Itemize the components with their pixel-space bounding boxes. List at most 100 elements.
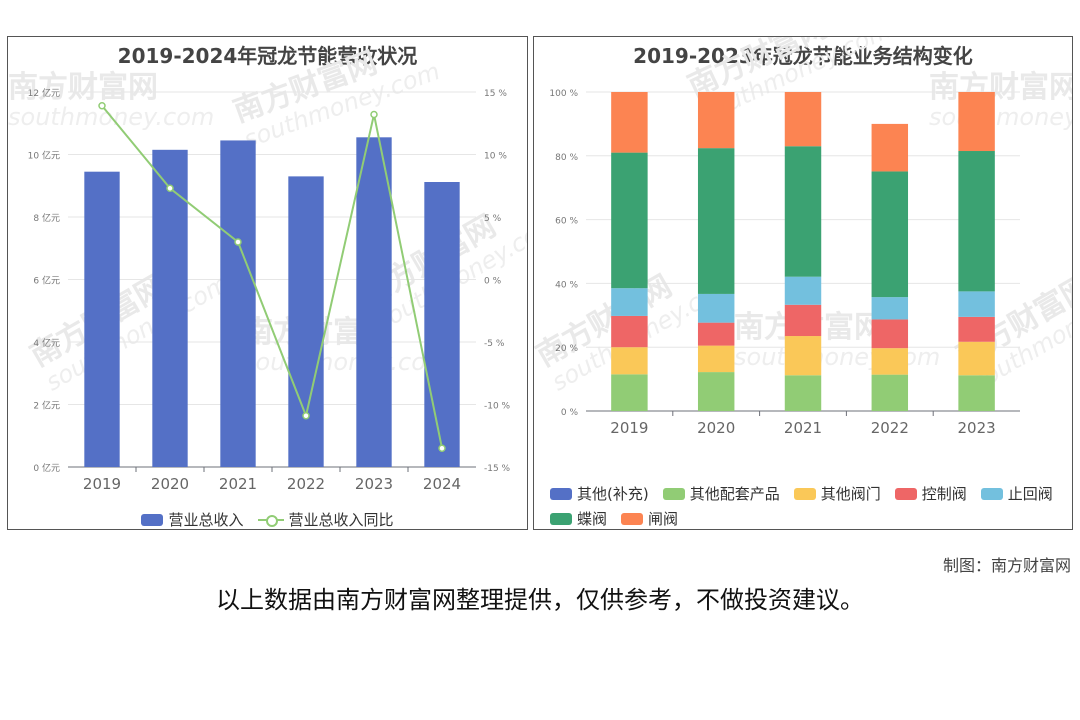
y2-tick-label: 5 % <box>484 214 502 224</box>
watermark-text: 南方财富网 <box>929 70 1072 105</box>
stacked-bar-segment <box>611 288 648 316</box>
business-structure-chart-title: 2019-2023年冠龙节能业务结构变化 <box>633 44 973 68</box>
revenue-chart-title: 2019-2024年冠龙节能营收状况 <box>117 44 418 68</box>
stacked-bar-segment <box>784 276 822 305</box>
y-tick-label: 0 % <box>561 408 579 418</box>
y-tick-label: 6 亿元 <box>33 275 60 287</box>
disclaimer-text: 以上数据由南方财富网整理提供，仅供参考，不做投资建议。 <box>216 586 864 614</box>
legend-label: 控制阀 <box>921 485 967 503</box>
stacked-bar-segment <box>784 92 822 147</box>
x-tick-label: 2020 <box>697 419 735 437</box>
x-tick-label: 2023 <box>958 419 996 437</box>
yoy-growth-point <box>438 444 446 452</box>
legend-item[interactable]: 其他配套产品 <box>662 483 780 504</box>
legend-label: 闸阀 <box>648 510 679 528</box>
business-structure-chart-svg: 南方财富网southmoney.com南方财富网southmoney.com南方… <box>534 37 1072 437</box>
stacked-bar-segment <box>871 374 909 411</box>
x-tick-label: 2024 <box>423 475 461 493</box>
legend-item[interactable]: 营业总收入同比 <box>257 509 394 530</box>
revenue-bar <box>84 171 120 467</box>
x-tick-label: 2019 <box>83 475 121 493</box>
watermark-text: 南方财富网 <box>8 70 158 105</box>
y2-tick-label: 10 % <box>484 152 507 162</box>
legend-swatch <box>257 513 284 527</box>
chart-credit: 制图：南方财富网 <box>942 556 1071 575</box>
revenue-bar <box>220 140 256 467</box>
y-tick-label: 100 % <box>549 89 578 99</box>
stacked-bar-segment <box>871 319 909 349</box>
yoy-growth-line <box>101 105 443 449</box>
y2-tick-label: -15 % <box>484 464 511 474</box>
stacked-bar-segment <box>871 123 909 172</box>
legend-item[interactable]: 闸阀 <box>621 508 678 529</box>
legend-label: 蝶阀 <box>577 510 608 528</box>
legend-item[interactable]: 营业总收入 <box>141 509 244 530</box>
legend-item[interactable]: 止回阀 <box>980 483 1053 504</box>
stacked-bar-segment <box>697 293 735 323</box>
stacked-bar-segment <box>697 148 735 294</box>
stacked-bar-segment <box>697 345 735 373</box>
revenue-bar <box>152 149 188 467</box>
y2-tick-label: -5 % <box>484 339 505 349</box>
legend-label: 营业总收入同比 <box>288 511 394 529</box>
x-tick-label: 2020 <box>151 475 189 493</box>
stacked-bar-segment <box>784 304 822 337</box>
y-tick-label: 8 亿元 <box>33 212 60 224</box>
y-tick-label: 80 % <box>555 153 578 163</box>
revenue-bar <box>288 176 324 467</box>
legend-swatch <box>894 487 917 500</box>
stacked-bar-segment <box>697 322 735 346</box>
business-structure-chart-panel: 2019-2023年冠龙节能业务结构变化 南方财富网 southmoney.com… <box>533 36 1073 530</box>
stacked-bar-segment <box>958 291 995 317</box>
stacked-bar-segment <box>871 348 909 375</box>
legend-swatch <box>550 512 572 525</box>
watermark-subtext: southmoney.com <box>929 103 1072 131</box>
legend-item[interactable]: 其他(补充) <box>550 483 649 504</box>
stacked-bar-segment <box>611 92 648 153</box>
y2-tick-label: -10 % <box>484 402 511 412</box>
legend-label: 其他(补充) <box>577 485 649 503</box>
stacked-bar-segment <box>611 374 648 411</box>
legend-item[interactable]: 其他阀门 <box>793 483 881 504</box>
revenue-bar <box>424 182 460 467</box>
stacked-bar-segment <box>784 146 822 277</box>
y-tick-label: 60 % <box>555 217 578 227</box>
legend-label: 营业总收入 <box>168 511 244 529</box>
legend-swatch <box>662 487 685 500</box>
y-tick-label: 40 % <box>555 280 578 290</box>
stacked-bar-segment <box>871 171 909 298</box>
stacked-bar-segment <box>958 375 995 411</box>
stacked-bar-segment <box>697 92 735 149</box>
stacked-bar-segment <box>611 152 648 289</box>
x-tick-label: 2021 <box>219 475 257 493</box>
stacked-bar-segment <box>958 151 995 292</box>
stacked-bar-segment <box>784 336 822 376</box>
legend-label: 止回阀 <box>1007 485 1053 503</box>
legend-item[interactable]: 控制阀 <box>894 483 967 504</box>
business-structure-chart-legend: 其他(补充) 其他配套产品 其他阀门 控制阀 止回阀蝶阀 闸阀 <box>534 483 1072 529</box>
legend-swatch <box>550 487 572 500</box>
revenue-bar <box>356 137 392 467</box>
revenue-chart-panel: 2019-2024年冠龙节能营收状况 南方财富网 southmoney.com 南方… <box>7 36 528 530</box>
x-tick-label: 2023 <box>355 475 393 493</box>
y2-tick-label: 15 % <box>484 89 507 99</box>
stacked-bar-segment <box>958 92 995 152</box>
legend-swatch <box>621 512 644 525</box>
yoy-growth-point <box>302 412 310 420</box>
watermark-subtext: southmoney.com <box>243 348 449 376</box>
legend-label: 其他配套产品 <box>689 485 780 503</box>
x-tick-label: 2022 <box>871 419 909 437</box>
revenue-chart-legend: 营业总收入 营业总收入同比 <box>8 509 527 530</box>
stacked-bar-segment <box>958 341 995 376</box>
yoy-growth-point <box>166 184 174 192</box>
legend-item[interactable]: 蝶阀 <box>550 508 607 529</box>
y-tick-label: 4 亿元 <box>33 337 60 349</box>
stacked-bar-segment <box>784 375 822 411</box>
y-tick-label: 10 亿元 <box>28 150 60 162</box>
y-tick-label: 0 亿元 <box>33 462 60 474</box>
x-tick-label: 2019 <box>610 419 648 437</box>
